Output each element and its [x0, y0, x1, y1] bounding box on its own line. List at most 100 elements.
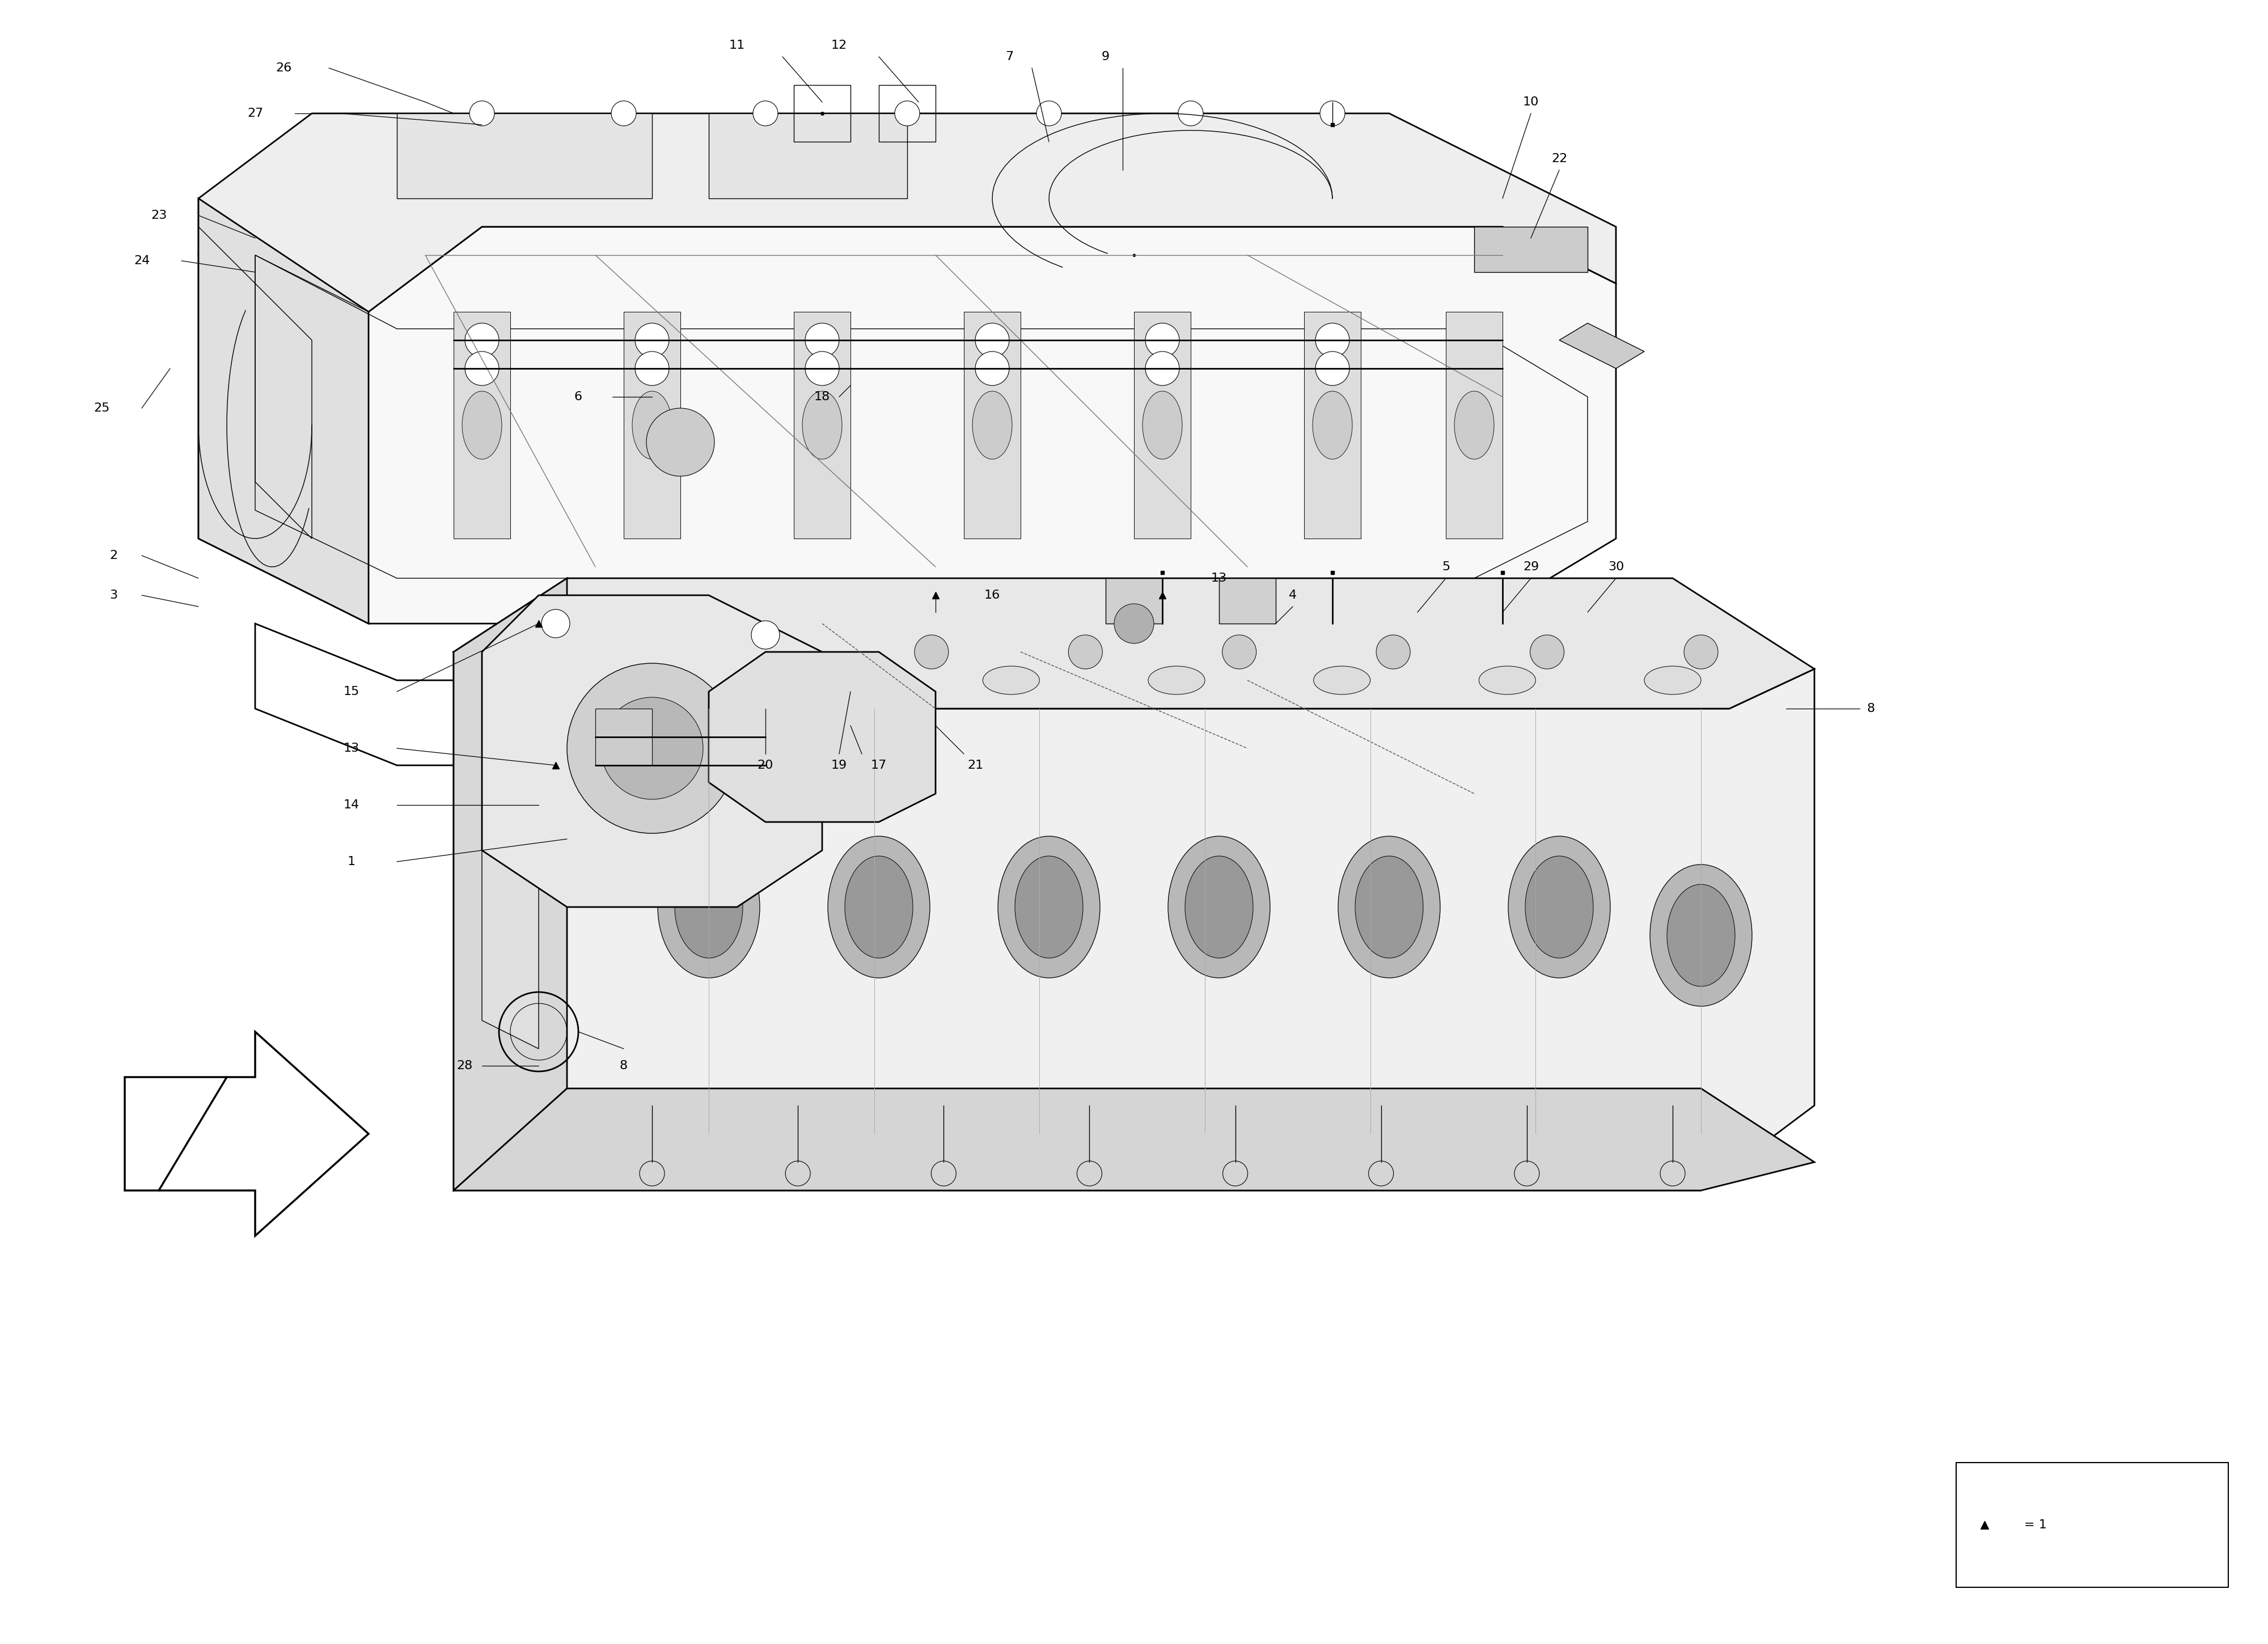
Circle shape: [894, 100, 921, 127]
Polygon shape: [454, 312, 510, 539]
Circle shape: [1683, 635, 1719, 669]
Text: 5: 5: [1442, 561, 1449, 572]
Circle shape: [465, 324, 499, 357]
Ellipse shape: [998, 837, 1100, 978]
Polygon shape: [1474, 227, 1588, 273]
Ellipse shape: [1524, 857, 1592, 958]
Circle shape: [1320, 100, 1345, 127]
Ellipse shape: [1016, 857, 1084, 958]
Circle shape: [612, 100, 635, 127]
Polygon shape: [708, 653, 937, 822]
Circle shape: [608, 635, 642, 669]
Circle shape: [1145, 324, 1179, 357]
Polygon shape: [200, 113, 1615, 312]
Circle shape: [1377, 635, 1411, 669]
Polygon shape: [1447, 312, 1501, 539]
Text: 15: 15: [342, 686, 361, 697]
Text: 11: 11: [728, 39, 746, 51]
Polygon shape: [1304, 312, 1361, 539]
Circle shape: [646, 408, 714, 477]
Circle shape: [975, 324, 1009, 357]
Polygon shape: [397, 113, 653, 199]
Ellipse shape: [1313, 666, 1370, 694]
Ellipse shape: [973, 391, 1012, 459]
Polygon shape: [454, 579, 567, 1190]
Circle shape: [805, 324, 839, 357]
Circle shape: [1068, 635, 1102, 669]
Circle shape: [617, 715, 637, 737]
Text: 24: 24: [134, 255, 150, 266]
Circle shape: [909, 715, 930, 737]
Circle shape: [1492, 715, 1513, 737]
Polygon shape: [708, 113, 907, 199]
Ellipse shape: [1143, 391, 1182, 459]
Polygon shape: [454, 579, 1814, 709]
Text: 18: 18: [814, 391, 830, 403]
Polygon shape: [1560, 324, 1644, 368]
Text: 9: 9: [1102, 51, 1109, 62]
Text: 6: 6: [574, 391, 583, 403]
Ellipse shape: [463, 391, 501, 459]
Ellipse shape: [1338, 837, 1440, 978]
Text: 14: 14: [342, 799, 361, 810]
Circle shape: [472, 715, 492, 737]
Text: 19: 19: [830, 760, 848, 771]
Ellipse shape: [828, 837, 930, 978]
Circle shape: [1179, 100, 1202, 127]
Ellipse shape: [676, 857, 744, 958]
Text: 1: 1: [347, 857, 356, 868]
Circle shape: [764, 715, 785, 737]
Circle shape: [805, 352, 839, 385]
Text: 10: 10: [1522, 97, 1540, 109]
Text: 25: 25: [93, 403, 111, 414]
Text: 8: 8: [1867, 704, 1876, 713]
Polygon shape: [454, 653, 1814, 1190]
Polygon shape: [481, 681, 540, 1049]
Circle shape: [753, 100, 778, 127]
Polygon shape: [1220, 579, 1275, 623]
Polygon shape: [964, 312, 1021, 539]
Ellipse shape: [1479, 666, 1535, 694]
Polygon shape: [200, 227, 1615, 623]
Circle shape: [542, 610, 569, 638]
Text: 26: 26: [274, 62, 293, 74]
Text: 4: 4: [1288, 590, 1297, 602]
Circle shape: [914, 635, 948, 669]
Text: 7: 7: [1005, 51, 1014, 62]
Ellipse shape: [1313, 391, 1352, 459]
Ellipse shape: [1667, 884, 1735, 986]
Polygon shape: [1107, 579, 1161, 623]
Polygon shape: [794, 312, 850, 539]
Circle shape: [1200, 715, 1220, 737]
Ellipse shape: [658, 837, 760, 978]
Text: 23: 23: [150, 210, 168, 220]
Polygon shape: [594, 709, 653, 766]
Circle shape: [465, 352, 499, 385]
Polygon shape: [1134, 312, 1191, 539]
Polygon shape: [624, 312, 680, 539]
Ellipse shape: [1148, 666, 1204, 694]
Circle shape: [601, 697, 703, 799]
Ellipse shape: [1184, 857, 1252, 958]
Circle shape: [1055, 715, 1075, 737]
Polygon shape: [125, 1032, 367, 1236]
Ellipse shape: [653, 666, 708, 694]
Circle shape: [469, 100, 494, 127]
Polygon shape: [454, 1088, 1814, 1190]
Circle shape: [751, 621, 780, 649]
Polygon shape: [200, 199, 367, 623]
Circle shape: [1347, 715, 1368, 737]
Text: 28: 28: [456, 1060, 474, 1072]
Text: = 1: = 1: [2025, 1519, 2046, 1531]
Text: 21: 21: [966, 760, 984, 771]
Circle shape: [1145, 352, 1179, 385]
Circle shape: [635, 324, 669, 357]
Ellipse shape: [803, 391, 841, 459]
Circle shape: [975, 352, 1009, 385]
Text: 2: 2: [109, 549, 118, 561]
Ellipse shape: [1454, 391, 1495, 459]
Ellipse shape: [1508, 837, 1610, 978]
Text: 13: 13: [1211, 572, 1227, 584]
Circle shape: [1315, 324, 1349, 357]
Ellipse shape: [633, 391, 671, 459]
